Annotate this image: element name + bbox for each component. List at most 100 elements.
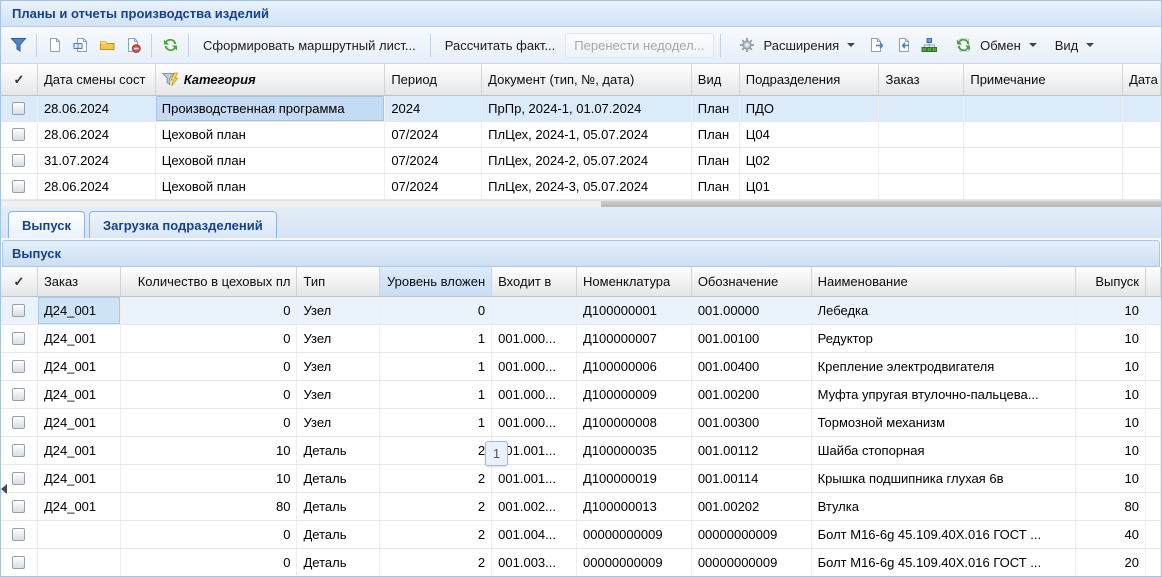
- cell[interactable]: [1146, 353, 1161, 380]
- cell[interactable]: Д100000035: [577, 437, 692, 464]
- scrollbar-thumb[interactable]: [601, 201, 1161, 207]
- select-column-header[interactable]: ✓: [1, 267, 38, 296]
- cell[interactable]: Д24_001: [38, 437, 121, 464]
- cell[interactable]: 00000000009: [577, 521, 692, 548]
- table-row[interactable]: Д24_001 80 Деталь 2 001.002... Д100000013 001.…: [1, 493, 1161, 521]
- cell[interactable]: [879, 122, 965, 147]
- cell[interactable]: Тормозной механизм: [812, 409, 1077, 436]
- cell[interactable]: 40: [1076, 521, 1146, 548]
- column-header[interactable]: Период: [385, 64, 483, 95]
- cell[interactable]: 0: [121, 549, 298, 576]
- cell[interactable]: Д100000008: [577, 409, 692, 436]
- cell[interactable]: Д24_001: [38, 381, 121, 408]
- cell[interactable]: Ц04: [740, 122, 880, 147]
- cell[interactable]: [38, 549, 121, 576]
- row-checkbox[interactable]: [12, 304, 26, 317]
- view-menu-button[interactable]: Вид: [1047, 34, 1103, 57]
- cell[interactable]: 2: [380, 437, 493, 464]
- cell[interactable]: [1146, 437, 1161, 464]
- column-header[interactable]: Наименование: [812, 267, 1077, 296]
- cell[interactable]: Д24_001: [38, 493, 121, 520]
- cell[interactable]: Д100000006: [577, 353, 692, 380]
- cell[interactable]: 001.000...: [492, 353, 578, 380]
- cell[interactable]: 0: [121, 409, 298, 436]
- cell[interactable]: [1123, 122, 1161, 147]
- cell[interactable]: [1146, 549, 1161, 576]
- row-select-cell[interactable]: [1, 96, 38, 121]
- row-select-cell[interactable]: [1, 353, 38, 380]
- refresh-icon[interactable]: [158, 33, 182, 57]
- extensions-menu-button[interactable]: Расширения: [727, 29, 864, 61]
- cell[interactable]: Д100000013: [577, 493, 692, 520]
- cell[interactable]: Д100000001: [577, 297, 692, 324]
- exchange-menu-button[interactable]: Обмен: [943, 29, 1045, 61]
- cell[interactable]: 10: [1076, 325, 1146, 352]
- table-row[interactable]: Д24_001 10 Деталь 2 001.001... Д100000019 001.…: [1, 465, 1161, 493]
- cell[interactable]: 10: [1076, 353, 1146, 380]
- column-header[interactable]: [1146, 267, 1161, 296]
- cell[interactable]: [1123, 174, 1161, 199]
- cell[interactable]: Ц02: [740, 148, 880, 173]
- cell[interactable]: Крышка подшипника глухая 6в: [812, 465, 1077, 492]
- cell[interactable]: [1146, 325, 1161, 352]
- cell[interactable]: Узел: [297, 409, 381, 436]
- cell[interactable]: 28.06.2024: [38, 122, 156, 147]
- cell[interactable]: 10: [1076, 381, 1146, 408]
- row-checkbox[interactable]: [12, 180, 26, 193]
- row-checkbox[interactable]: [12, 388, 26, 401]
- cell[interactable]: 001.00112: [692, 437, 812, 464]
- cell[interactable]: 31.07.2024: [38, 148, 156, 173]
- cell[interactable]: [964, 96, 1124, 121]
- cell[interactable]: Втулка: [812, 493, 1077, 520]
- cell[interactable]: Узел: [297, 325, 381, 352]
- cell[interactable]: Лебедка: [812, 297, 1077, 324]
- row-select-cell[interactable]: [1, 381, 38, 408]
- cell[interactable]: 001.00200: [692, 381, 812, 408]
- calc-fact-button[interactable]: Рассчитать факт...: [437, 34, 564, 57]
- column-header[interactable]: Документ (тип, №, дата): [482, 64, 692, 95]
- cell[interactable]: 10: [1076, 465, 1146, 492]
- cell[interactable]: 2: [380, 549, 493, 576]
- row-checkbox[interactable]: [12, 332, 26, 345]
- cell[interactable]: 10: [121, 437, 298, 464]
- cell[interactable]: [1123, 96, 1161, 121]
- cell[interactable]: Цеховой план: [156, 122, 386, 147]
- cell[interactable]: 00000000009: [577, 549, 692, 576]
- cell[interactable]: 001.00400: [692, 353, 812, 380]
- cell[interactable]: Редуктор: [812, 325, 1077, 352]
- cell[interactable]: 1: [380, 325, 493, 352]
- row-select-cell[interactable]: [1, 122, 38, 147]
- cell[interactable]: ПрПр, 2024-1, 01.07.2024: [482, 96, 692, 121]
- cell[interactable]: 001.00100: [692, 325, 812, 352]
- row-select-cell[interactable]: [1, 174, 38, 199]
- cell[interactable]: План: [692, 148, 740, 173]
- cell[interactable]: 28.06.2024: [38, 96, 156, 121]
- cell[interactable]: 0: [380, 297, 493, 324]
- collapse-splitter-icon[interactable]: [1, 484, 7, 494]
- cell[interactable]: 2: [380, 521, 493, 548]
- cell[interactable]: Ц01: [740, 174, 880, 199]
- column-header[interactable]: Уровень вложен: [380, 267, 493, 296]
- cell[interactable]: 001.003...: [492, 549, 578, 576]
- cell[interactable]: 1: [380, 353, 493, 380]
- cell[interactable]: 07/2024: [385, 174, 483, 199]
- column-header[interactable]: Тип: [297, 267, 381, 296]
- cell[interactable]: ПДО: [740, 96, 880, 121]
- cell[interactable]: План: [692, 174, 740, 199]
- open-folder-icon[interactable]: [95, 33, 119, 57]
- inline-cell-editor[interactable]: 1: [485, 441, 508, 466]
- cell[interactable]: Д100000009: [577, 381, 692, 408]
- table-row[interactable]: 0 Деталь 2 001.004... 00000000009 00000000009…: [1, 521, 1161, 549]
- cell[interactable]: 0: [121, 353, 298, 380]
- cell[interactable]: 07/2024: [385, 148, 483, 173]
- row-checkbox[interactable]: [12, 102, 26, 115]
- cell[interactable]: Деталь: [297, 465, 381, 492]
- row-checkbox[interactable]: [12, 416, 26, 429]
- row-checkbox[interactable]: [12, 444, 26, 457]
- row-select-cell[interactable]: [1, 437, 38, 464]
- cell[interactable]: ПлЦех, 2024-1, 05.07.2024: [482, 122, 692, 147]
- cell[interactable]: [964, 148, 1124, 173]
- cell[interactable]: 1: [380, 381, 493, 408]
- hierarchy-icon[interactable]: [917, 33, 941, 57]
- row-checkbox[interactable]: [12, 556, 26, 569]
